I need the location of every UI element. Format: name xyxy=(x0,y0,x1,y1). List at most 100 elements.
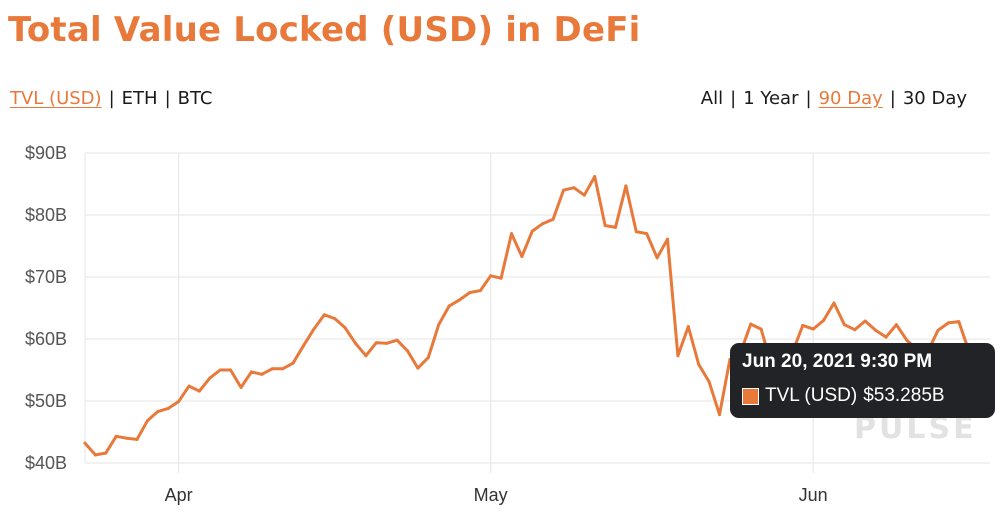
data-point[interactable] xyxy=(405,349,409,353)
data-point[interactable] xyxy=(749,322,753,326)
x-tick-label: Apr xyxy=(165,485,193,505)
x-tick-label: May xyxy=(474,485,508,505)
data-point[interactable] xyxy=(759,327,763,331)
data-point[interactable] xyxy=(239,385,243,389)
data-point[interactable] xyxy=(426,356,430,360)
data-point[interactable] xyxy=(655,256,659,260)
data-point[interactable] xyxy=(801,323,805,327)
data-point[interactable] xyxy=(218,368,222,372)
data-point[interactable] xyxy=(686,325,690,329)
data-point[interactable] xyxy=(281,367,285,371)
data-point[interactable] xyxy=(853,328,857,332)
data-point[interactable] xyxy=(946,321,950,325)
data-point[interactable] xyxy=(83,441,87,445)
data-point[interactable] xyxy=(156,410,160,414)
data-point[interactable] xyxy=(447,304,451,308)
data-point[interactable] xyxy=(457,298,461,302)
tooltip-row: TVL (USD) $53.285B xyxy=(742,385,945,407)
data-point[interactable] xyxy=(104,451,108,455)
data-point[interactable] xyxy=(894,323,898,327)
data-point[interactable] xyxy=(676,354,680,358)
data-point[interactable] xyxy=(697,362,701,366)
page-title: Total Value Locked (USD) in DeFi xyxy=(8,10,641,50)
data-point[interactable] xyxy=(260,372,264,376)
data-point[interactable] xyxy=(822,318,826,322)
range-30-day[interactable]: 30 Day xyxy=(902,88,967,109)
range-1-year[interactable]: 1 Year xyxy=(743,88,799,109)
toggle-btc[interactable]: BTC xyxy=(177,88,213,109)
data-point[interactable] xyxy=(707,380,711,384)
data-point[interactable] xyxy=(416,366,420,370)
data-point[interactable] xyxy=(177,400,181,404)
data-point[interactable] xyxy=(634,230,638,234)
metric-toggle: TVL (USD) | ETH | BTC xyxy=(10,88,213,109)
data-point[interactable] xyxy=(936,328,940,332)
data-point[interactable] xyxy=(718,413,722,417)
y-tick-label: $80B xyxy=(25,205,67,225)
data-point[interactable] xyxy=(468,291,472,294)
data-point[interactable] xyxy=(863,319,867,323)
range-toggle: All | 1 Year | 90 Day | 30 Day xyxy=(701,88,967,109)
tooltip-date: Jun 20, 2021 9:30 PM xyxy=(742,351,933,372)
data-point[interactable] xyxy=(395,338,399,342)
data-point[interactable] xyxy=(593,175,597,179)
data-point[interactable] xyxy=(364,354,368,358)
data-point[interactable] xyxy=(343,326,347,330)
range-all[interactable]: All xyxy=(700,88,724,109)
data-point[interactable] xyxy=(385,341,389,345)
toggle-eth[interactable]: ETH xyxy=(121,88,158,109)
data-point[interactable] xyxy=(187,384,191,388)
data-point[interactable] xyxy=(562,188,566,192)
data-point[interactable] xyxy=(125,436,129,440)
data-point[interactable] xyxy=(551,217,555,221)
data-point[interactable] xyxy=(957,320,961,324)
data-point[interactable] xyxy=(645,232,649,236)
data-point[interactable] xyxy=(624,184,628,188)
data-point[interactable] xyxy=(874,328,878,332)
data-point[interactable] xyxy=(489,274,493,278)
range-90-day[interactable]: 90 Day xyxy=(818,88,883,109)
data-point[interactable] xyxy=(166,406,170,410)
data-point[interactable] xyxy=(905,338,909,342)
data-point[interactable] xyxy=(353,341,357,345)
data-point[interactable] xyxy=(842,323,846,327)
data-point[interactable] xyxy=(509,232,513,236)
data-point[interactable] xyxy=(312,327,316,331)
data-point[interactable] xyxy=(229,368,233,372)
data-point[interactable] xyxy=(333,317,337,321)
toggle-tvl-usd[interactable]: TVL (USD) xyxy=(10,88,102,109)
data-point[interactable] xyxy=(114,434,118,438)
data-point[interactable] xyxy=(93,453,97,457)
data-point[interactable] xyxy=(135,437,139,441)
data-point[interactable] xyxy=(603,224,607,228)
x-tick-label: Jun xyxy=(799,485,828,505)
data-point[interactable] xyxy=(301,344,305,348)
data-point[interactable] xyxy=(249,370,253,374)
data-point[interactable] xyxy=(437,323,441,327)
data-point[interactable] xyxy=(322,313,326,317)
data-point[interactable] xyxy=(197,389,201,393)
data-point[interactable] xyxy=(270,367,274,371)
data-point[interactable] xyxy=(884,335,888,339)
data-point[interactable] xyxy=(530,229,534,233)
data-point[interactable] xyxy=(478,289,482,293)
data-point[interactable] xyxy=(666,237,670,241)
data-point[interactable] xyxy=(614,225,618,229)
data-point[interactable] xyxy=(582,193,586,197)
separator: | xyxy=(805,88,812,109)
data-point[interactable] xyxy=(572,186,576,190)
data-point[interactable] xyxy=(541,222,545,226)
data-point[interactable] xyxy=(520,255,524,259)
separator: | xyxy=(164,88,171,109)
data-point[interactable] xyxy=(145,419,149,423)
data-point[interactable] xyxy=(811,327,815,331)
series-line-tvl-usd[interactable] xyxy=(83,175,992,457)
separator: | xyxy=(108,88,115,109)
data-point[interactable] xyxy=(291,361,295,365)
data-point[interactable] xyxy=(208,376,212,380)
data-point[interactable] xyxy=(374,341,378,345)
data-point[interactable] xyxy=(832,301,836,305)
data-point[interactable] xyxy=(499,276,503,280)
y-tick-label: $90B xyxy=(25,143,67,163)
